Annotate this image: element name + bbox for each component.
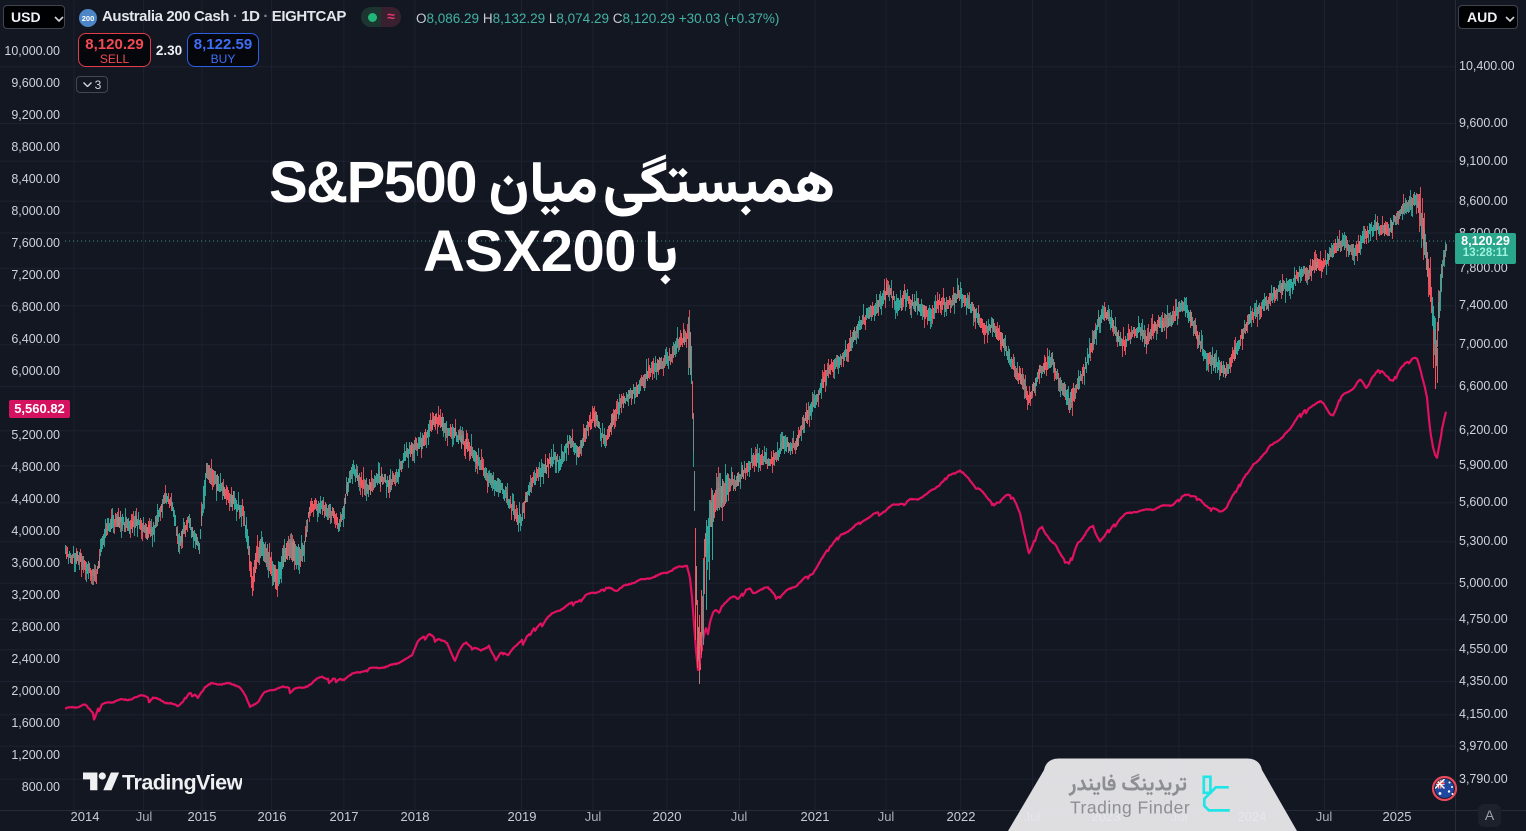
svg-text:ASX200: ASX200 xyxy=(423,219,636,284)
svg-text:TradingView: TradingView xyxy=(122,771,242,795)
svg-text:S&P500: S&P500 xyxy=(269,150,476,215)
svg-text:Trading Finder: Trading Finder xyxy=(1070,798,1190,818)
